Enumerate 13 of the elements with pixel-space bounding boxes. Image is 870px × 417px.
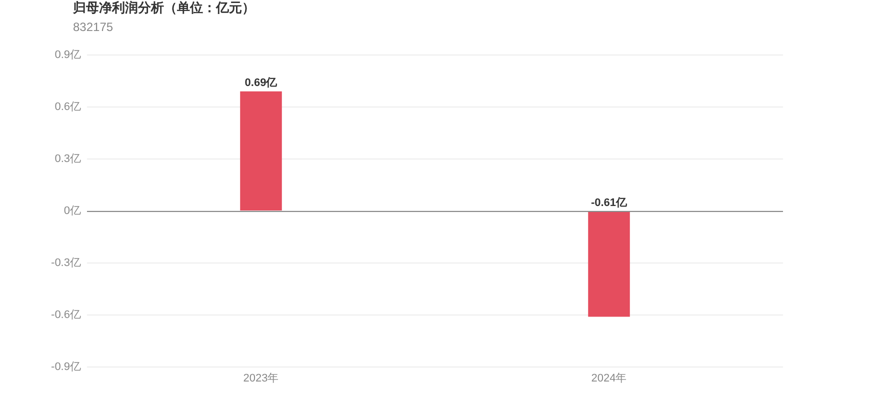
y-tick-label: 0.3亿	[54, 153, 81, 166]
chart-title: 归母净利润分析（单位：亿元）	[73, 0, 255, 16]
y-tick-label: -0.6亿	[51, 309, 81, 322]
data-label: -0.61亿	[590, 197, 628, 210]
y-tick-label: 0亿	[64, 205, 81, 218]
x-tick-label: 2024年	[591, 372, 627, 385]
data-label: 0.69亿	[244, 76, 278, 89]
x-tick-label: 2023年	[243, 372, 279, 385]
y-tick-label: -0.9亿	[51, 361, 81, 374]
y-tick-label: 0.6亿	[54, 101, 81, 114]
y-tick-label: -0.3亿	[51, 257, 81, 270]
chart-subtitle: 832175	[73, 20, 114, 34]
y-tick-label: 0.9亿	[54, 49, 81, 62]
